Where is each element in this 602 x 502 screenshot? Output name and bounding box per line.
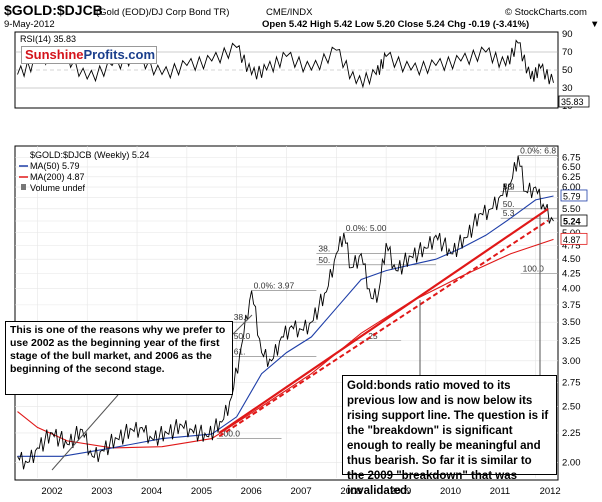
ma50-tag-value: 5.79 <box>563 191 581 201</box>
ma200-tag <box>560 232 588 245</box>
fib-label: 38. <box>318 244 330 254</box>
price-tick-label: 2.75 <box>562 378 581 389</box>
x-tick-label: 2005 <box>191 486 212 497</box>
chart-description: (Gold (EOD)/DJ Corp Bond TR) <box>96 7 229 18</box>
annotation-right: Gold:bonds ratio moved to its previous l… <box>342 375 557 497</box>
x-tick-label: 2007 <box>291 486 312 497</box>
fib-label: 25 <box>368 331 378 341</box>
x-tick-label: 2004 <box>141 486 162 497</box>
last-close-value: 5.24 <box>563 216 581 226</box>
price-tick-label: 3.25 <box>562 336 581 347</box>
fib-label: 5.3 <box>503 208 515 218</box>
chart-exchange: CME/INDX <box>266 7 313 18</box>
price-tick-label: 4.50 <box>562 254 581 265</box>
rsi-tick-label: 50 <box>562 65 573 76</box>
price-tick-label: 3.50 <box>562 317 581 328</box>
rsi-tick-label: 70 <box>562 47 573 58</box>
rsi-label: RSI(14) 35.83 <box>20 34 76 44</box>
price-y-ticks: 6.756.506.256.005.755.505.245.004.754.50… <box>562 153 581 469</box>
price-tick-label: 6.00 <box>562 182 581 193</box>
x-tick-label: 2003 <box>91 486 112 497</box>
rsi-tick-label: 90 <box>562 29 573 40</box>
price-tick-label: 4.25 <box>562 269 581 280</box>
legend-price: $GOLD:$DJCB (Weekly) 5.24 <box>30 150 149 160</box>
support-line-dashed <box>218 219 549 438</box>
fib-label: 100.0 <box>523 264 545 274</box>
fib-label: 50. <box>503 199 515 209</box>
x-tick-label: 2008 <box>340 486 361 497</box>
price-tick-label: 4.00 <box>562 284 581 295</box>
rsi-last-tag <box>558 95 590 108</box>
support-line-solid <box>218 207 549 434</box>
fib-label: 50. <box>318 255 330 265</box>
x-tick-label: 2012 <box>540 486 561 497</box>
price-tick-label: 6.25 <box>562 172 581 183</box>
sunshine-profits-logo: SunshineProfits.com <box>21 46 157 64</box>
rsi-series-line <box>17 39 554 89</box>
annotation-left: This is one of the reasons why we prefer… <box>5 321 233 395</box>
price-tick-label: 2.50 <box>562 402 581 413</box>
price-tick-label: 3.75 <box>562 300 581 311</box>
fib-lines: 0.0%: 6.838.5.950.5.30.0%: 5.0038.50.100… <box>216 146 558 439</box>
x-tick-label: 2002 <box>41 486 62 497</box>
x-tick-label: 2010 <box>440 486 461 497</box>
x-tick-label: 2006 <box>241 486 262 497</box>
ma200-line <box>17 238 554 449</box>
chart-symbol: $GOLD:$DJCB <box>4 2 103 18</box>
price-legend: $GOLD:$DJCB (Weekly) 5.24 MA(50) 5.79 MA… <box>19 150 149 193</box>
price-tick-label: 2.00 <box>562 457 581 468</box>
x-tick-label: 2009 <box>390 486 411 497</box>
ma50-tag <box>560 189 588 202</box>
rsi-tick-label: 30 <box>562 83 573 94</box>
fib-label: 0.0%: 5.00 <box>346 223 387 233</box>
chart-date: 9-May-2012 <box>4 19 55 30</box>
ohlc-readout: Open 5.42 High 5.42 Low 5.20 Close 5.24 … <box>262 19 529 30</box>
price-tick-label: 2.25 <box>562 428 581 439</box>
legend-volume: Volume undef <box>30 183 86 193</box>
legend-ma200: MA(200) 4.87 <box>30 172 85 182</box>
last-close-tag <box>560 214 588 227</box>
price-tick-label: 6.50 <box>562 162 581 173</box>
pointer-line-2002 <box>51 394 119 471</box>
chg-down-icon: ▼ <box>590 19 599 30</box>
price-tick-label: 3.00 <box>562 356 581 367</box>
fib-label: 61. <box>234 347 246 357</box>
price-grid <box>15 146 558 478</box>
price-tick-label: 5.50 <box>562 204 581 215</box>
legend-ma50: MA(50) 5.79 <box>30 161 80 171</box>
price-tick-label: 6.75 <box>562 153 581 164</box>
rsi-panel-frame <box>14 31 559 109</box>
rsi-last-value: 35.83 <box>561 97 584 107</box>
price-x-ticks: 2002 2003 2004 2005 2006 2007 2008 2009 2010 2011… <box>41 486 560 497</box>
fib-label: 100.0 <box>219 429 241 439</box>
legend-volume-swatch <box>21 184 26 190</box>
fib-label: 50.0 <box>234 331 251 341</box>
copyright: © StockCharts.com <box>505 7 587 18</box>
ma200-tag-value: 4.87 <box>563 235 581 245</box>
pointer-line-2006 <box>231 314 253 336</box>
x-tick-label: 2011 <box>490 486 510 497</box>
ma50-line <box>17 195 554 457</box>
fib-label: 0.0%: 3.97 <box>254 281 295 291</box>
fib-label: 0.0%: 6.8 <box>520 146 556 156</box>
price-series-line <box>17 155 554 470</box>
fib-label: 38. <box>234 312 246 322</box>
price-tick-label: 4.75 <box>562 241 581 252</box>
